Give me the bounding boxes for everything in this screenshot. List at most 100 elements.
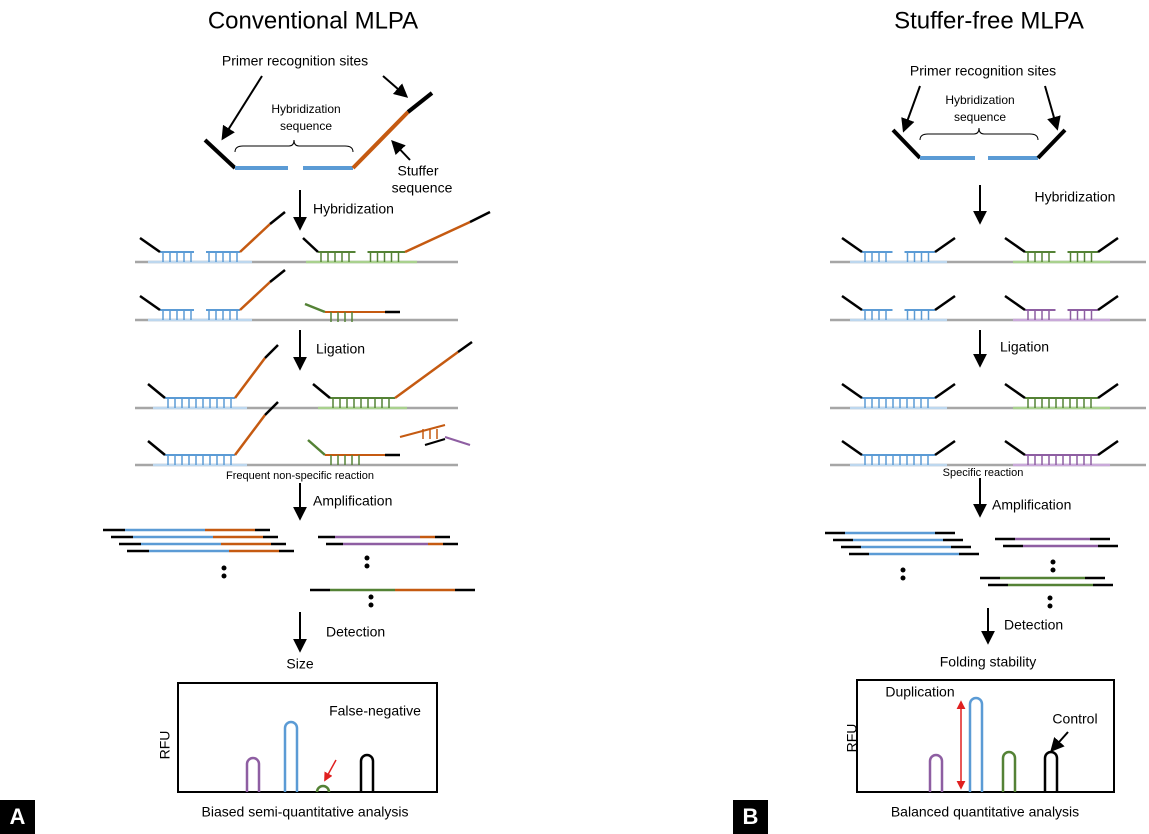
brace xyxy=(919,127,1039,141)
strand xyxy=(469,210,491,224)
strand xyxy=(841,294,863,312)
strand xyxy=(934,294,956,312)
dot xyxy=(1050,567,1056,573)
strand xyxy=(891,128,922,160)
dot xyxy=(900,567,906,573)
strand xyxy=(1004,236,1026,254)
step-label: Hybridization xyxy=(1035,189,1116,205)
annotation: False-negative xyxy=(329,703,421,719)
annotation: Control xyxy=(1052,711,1097,727)
strand xyxy=(234,357,266,399)
strand xyxy=(841,439,863,457)
strand xyxy=(457,340,473,354)
label: sequence xyxy=(392,180,453,196)
panel-title: Conventional MLPA xyxy=(208,7,418,34)
strand xyxy=(147,440,166,456)
peak xyxy=(359,753,375,792)
dot xyxy=(900,575,906,581)
strand xyxy=(239,223,271,253)
strand xyxy=(1004,382,1026,400)
dot xyxy=(1050,559,1056,565)
peak xyxy=(315,784,331,793)
strand xyxy=(203,138,237,170)
strand xyxy=(1097,236,1119,254)
strand xyxy=(406,91,434,114)
strand xyxy=(934,439,956,457)
strand xyxy=(404,220,471,254)
strand xyxy=(841,236,863,254)
strand xyxy=(1097,382,1119,400)
strand xyxy=(264,344,279,359)
caption: Biased semi-quantitative analysis xyxy=(202,804,409,820)
strand xyxy=(264,401,279,416)
dot xyxy=(221,573,227,579)
axis-label: RFU xyxy=(157,731,173,760)
caption: Balanced quantitative analysis xyxy=(891,804,1079,820)
dot xyxy=(221,565,227,571)
arrow xyxy=(1044,85,1061,131)
dot xyxy=(364,555,370,561)
peak xyxy=(1043,750,1059,792)
brace xyxy=(234,139,354,153)
step-label: Detection xyxy=(1004,617,1063,633)
chart-frame xyxy=(177,682,438,793)
chart-frame xyxy=(856,679,1115,793)
label: Hybridization xyxy=(271,102,340,116)
strand xyxy=(934,382,956,400)
strand xyxy=(1097,439,1119,457)
strand xyxy=(1036,128,1067,160)
step-label: Amplification xyxy=(313,493,392,509)
peak xyxy=(245,756,261,792)
panel-badge xyxy=(0,800,35,834)
panel-label: B xyxy=(743,804,759,829)
shapes xyxy=(103,75,1146,793)
strand xyxy=(312,383,331,399)
panel-badge xyxy=(733,800,768,834)
strand xyxy=(424,438,446,446)
strand xyxy=(269,211,286,225)
axis-label: Size xyxy=(286,656,313,672)
strand xyxy=(1004,439,1026,457)
strand xyxy=(239,281,271,311)
strand xyxy=(139,294,161,312)
strand xyxy=(1004,294,1026,312)
label: Stuffer xyxy=(398,163,439,179)
strand xyxy=(934,236,956,254)
strand xyxy=(444,436,471,446)
dot xyxy=(1047,603,1053,609)
strand xyxy=(139,236,161,254)
strand xyxy=(304,302,326,314)
dot xyxy=(364,563,370,569)
label: sequence xyxy=(280,119,332,133)
strand xyxy=(1097,294,1119,312)
axis-label: RFU xyxy=(844,724,860,753)
strand xyxy=(234,414,266,456)
strand xyxy=(302,237,319,253)
label: Primer recognition sites xyxy=(222,53,368,69)
dot xyxy=(368,594,374,600)
panel-label: A xyxy=(10,804,26,829)
dot xyxy=(1047,595,1053,601)
dot xyxy=(368,602,374,608)
step-label: Detection xyxy=(326,624,385,640)
annotation: Duplication xyxy=(885,684,954,700)
strand xyxy=(841,382,863,400)
arrow xyxy=(1050,731,1069,753)
label: Hybridization xyxy=(945,93,1014,107)
step-label: Amplification xyxy=(992,497,1071,513)
panel-title: Stuffer-free MLPA xyxy=(894,7,1084,34)
axis-label: Folding stability xyxy=(940,654,1037,670)
arrow xyxy=(324,759,337,782)
peak xyxy=(283,720,299,792)
strand xyxy=(351,110,410,170)
peak xyxy=(968,696,984,792)
label: Primer recognition sites xyxy=(910,63,1056,79)
strand xyxy=(394,350,459,400)
note: Specific reaction xyxy=(943,467,1024,479)
strand xyxy=(269,269,286,283)
strand xyxy=(147,383,166,399)
step-label: Ligation xyxy=(1000,339,1049,355)
step-label: Hybridization xyxy=(313,201,394,217)
peak xyxy=(928,753,944,792)
